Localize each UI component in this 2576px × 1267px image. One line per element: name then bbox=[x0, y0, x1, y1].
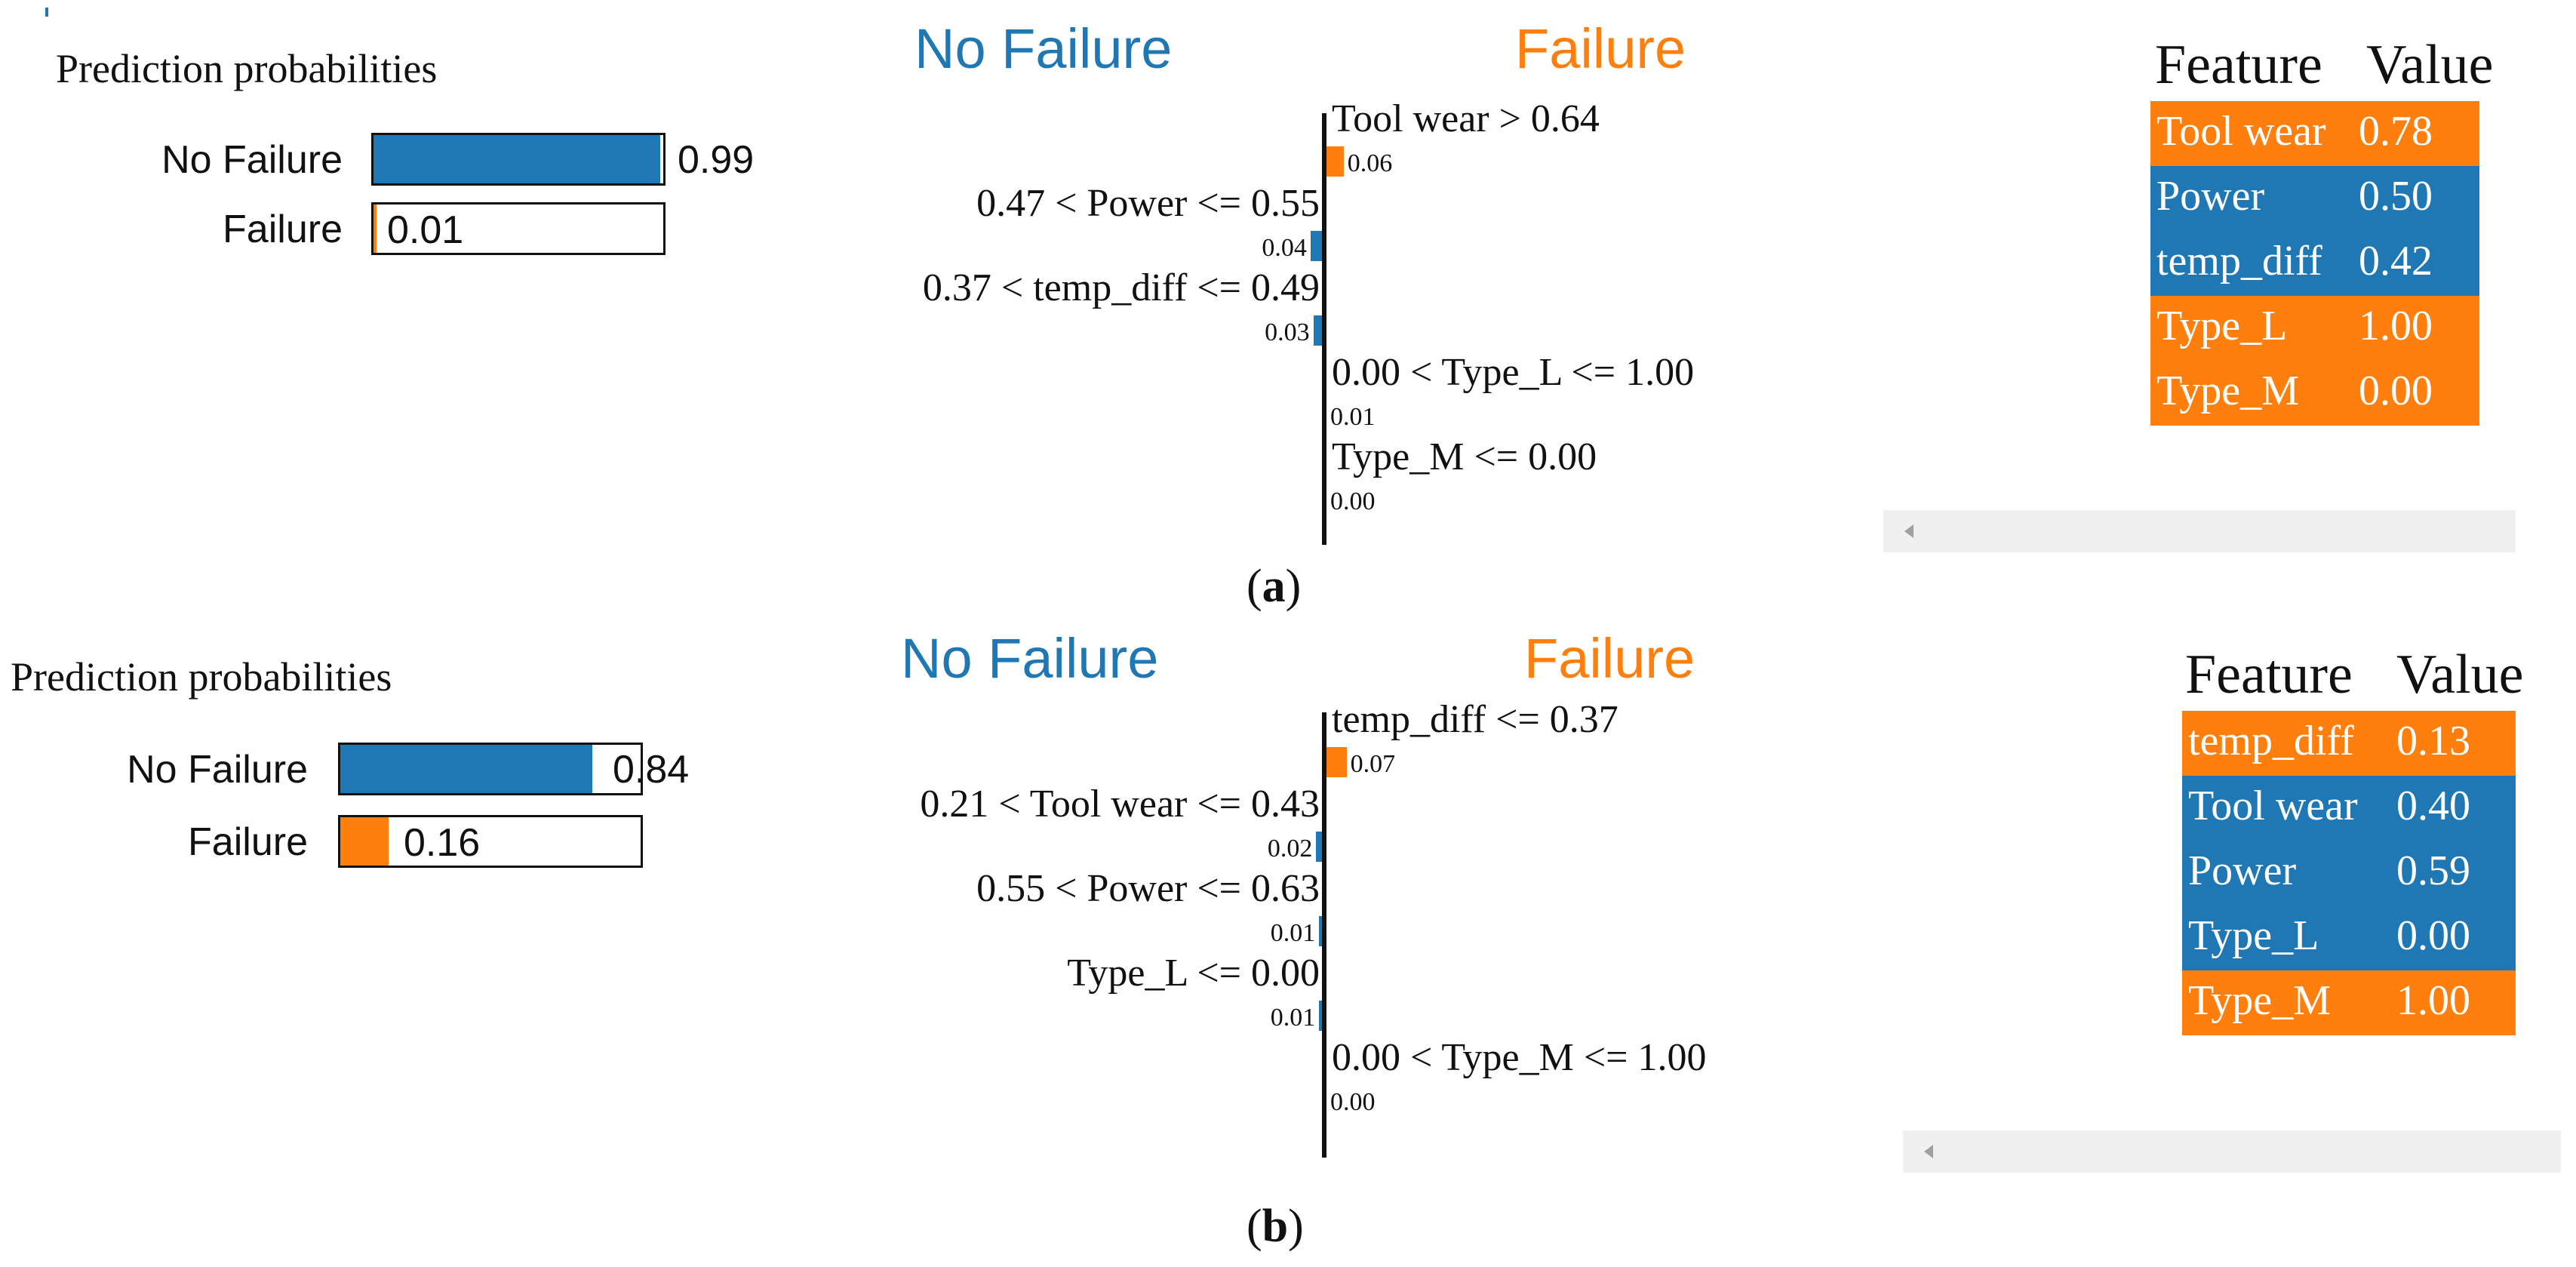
panel-caption-b-letter: b bbox=[1262, 1201, 1289, 1252]
feature-row: Power 0.50 bbox=[2150, 166, 2479, 231]
weight-value: 0.07 bbox=[1350, 750, 1396, 778]
weight-bar bbox=[1326, 747, 1347, 777]
feature-value: 0.50 bbox=[2359, 173, 2433, 220]
prob-bar-failure: 0.01 bbox=[371, 202, 666, 255]
prob-bar-no-failure-fill-b bbox=[340, 745, 593, 793]
feature-name: Power bbox=[2156, 173, 2265, 220]
feature-name: Type_L bbox=[2188, 912, 2319, 959]
explanation-axis-b bbox=[1322, 712, 1326, 1158]
weight-bar bbox=[1313, 315, 1322, 346]
weight-bar bbox=[1310, 231, 1322, 261]
condition-label: 0.47 < Power <= 0.55 bbox=[976, 182, 1320, 225]
weight-value: 0.03 bbox=[1265, 318, 1310, 346]
value-column-header-b: Value bbox=[2396, 644, 2524, 706]
feature-value: 0.40 bbox=[2396, 783, 2470, 829]
prob-label-failure: Failure bbox=[223, 208, 343, 251]
condition-label: Type_M <= 0.00 bbox=[1332, 435, 1597, 478]
feature-value: 0.78 bbox=[2359, 108, 2433, 155]
feature-row: Power 0.59 bbox=[2182, 841, 2516, 906]
feature-name: Tool wear bbox=[2156, 108, 2326, 155]
feature-column-header-b: Feature bbox=[2185, 644, 2353, 706]
prob-bar-no-failure bbox=[371, 133, 666, 186]
prob-bar-failure-fill bbox=[373, 205, 377, 253]
feature-name: temp_diff bbox=[2188, 718, 2354, 764]
panel-caption-b: (b) bbox=[1247, 1201, 1304, 1252]
table-horizontal-scrollbar-b[interactable] bbox=[1903, 1130, 2561, 1173]
class-header-no-failure-b: No Failure bbox=[901, 627, 1159, 690]
feature-row: Type_M 0.00 bbox=[2150, 361, 2479, 426]
prob-value-no-failure: 0.99 bbox=[678, 138, 755, 182]
weight-bar bbox=[1319, 1001, 1322, 1031]
table-horizontal-scrollbar[interactable] bbox=[1883, 510, 2516, 552]
condition-label: 0.55 < Power <= 0.63 bbox=[976, 867, 1320, 910]
prob-bar-failure-fill-b bbox=[340, 817, 389, 866]
feature-name: Type_M bbox=[2156, 367, 2299, 414]
prob-bar-no-failure-fill bbox=[373, 135, 661, 183]
prob-value-failure-b: 0.16 bbox=[404, 821, 481, 865]
panel-caption-a: (a) bbox=[1247, 561, 1302, 612]
class-header-failure-b: Failure bbox=[1524, 627, 1695, 690]
weight-value: 0.00 bbox=[1330, 1088, 1376, 1116]
feature-name: Type_M bbox=[2188, 977, 2331, 1024]
feature-row: Type_L 0.00 bbox=[2182, 906, 2516, 970]
prob-value-failure: 0.01 bbox=[387, 208, 464, 252]
scroll-left-arrow-icon[interactable] bbox=[1904, 524, 1914, 538]
panel-caption-a-letter: a bbox=[1262, 561, 1286, 612]
weight-bar bbox=[1319, 916, 1322, 946]
prediction-probabilities-title-b: Prediction probabilities bbox=[11, 654, 392, 700]
feature-row: Type_L 1.00 bbox=[2150, 296, 2479, 361]
feature-value: 0.59 bbox=[2396, 847, 2470, 894]
value-column-header: Value bbox=[2366, 34, 2494, 96]
feature-value: 0.00 bbox=[2396, 912, 2470, 959]
weight-bar bbox=[1326, 146, 1344, 177]
class-header-failure: Failure bbox=[1515, 17, 1686, 80]
feature-name: Power bbox=[2188, 847, 2297, 894]
feature-row: Tool wear 0.78 bbox=[2150, 101, 2479, 166]
feature-name: Tool wear bbox=[2188, 783, 2358, 829]
weight-value: 0.01 bbox=[1330, 403, 1376, 431]
prob-value-no-failure-b: 0.84 bbox=[613, 748, 690, 792]
weight-value: 0.06 bbox=[1347, 149, 1393, 177]
prob-label-no-failure: No Failure bbox=[161, 138, 343, 182]
condition-label: Tool wear > 0.64 bbox=[1332, 97, 1600, 140]
weight-value: 0.01 bbox=[1270, 919, 1316, 947]
feature-row: temp_diff 0.42 bbox=[2150, 231, 2479, 296]
condition-label: 0.00 < Type_M <= 1.00 bbox=[1332, 1036, 1707, 1079]
feature-row: temp_diff 0.13 bbox=[2182, 711, 2516, 776]
prob-label-no-failure-b: No Failure bbox=[127, 748, 308, 792]
feature-row: Type_M 1.00 bbox=[2182, 970, 2516, 1035]
feature-column-header: Feature bbox=[2155, 34, 2322, 96]
feature-value: 1.00 bbox=[2396, 977, 2470, 1024]
feature-name: temp_diff bbox=[2156, 238, 2322, 284]
condition-label: Type_L <= 0.00 bbox=[1067, 952, 1320, 995]
weight-value: 0.02 bbox=[1267, 835, 1313, 863]
prob-bar-no-failure-b bbox=[338, 743, 643, 795]
feature-value: 0.00 bbox=[2359, 367, 2433, 414]
weight-value: 0.00 bbox=[1330, 487, 1376, 515]
feature-value: 1.00 bbox=[2359, 303, 2433, 349]
condition-label: temp_diff <= 0.37 bbox=[1332, 698, 1618, 741]
prob-bar-failure-b: 0.16 bbox=[338, 815, 643, 868]
panel-a: Prediction probabilities No Failure 0.99… bbox=[0, 0, 2576, 612]
prob-label-failure-b: Failure bbox=[188, 820, 308, 864]
explanation-axis bbox=[1322, 113, 1326, 545]
condition-label: 0.21 < Tool wear <= 0.43 bbox=[920, 783, 1320, 826]
scroll-left-arrow-icon-b[interactable] bbox=[1924, 1145, 1933, 1158]
prediction-probabilities-title: Prediction probabilities bbox=[56, 46, 438, 91]
class-header-no-failure: No Failure bbox=[915, 17, 1173, 80]
feature-value: 0.13 bbox=[2396, 718, 2470, 764]
weight-value: 0.01 bbox=[1270, 1004, 1316, 1032]
feature-row: Tool wear 0.40 bbox=[2182, 776, 2516, 841]
weight-bar bbox=[1316, 832, 1322, 862]
condition-label: 0.37 < temp_diff <= 0.49 bbox=[922, 266, 1320, 309]
weight-value: 0.04 bbox=[1262, 234, 1307, 262]
condition-label: 0.00 < Type_L <= 1.00 bbox=[1332, 351, 1695, 394]
panel-b: Prediction probabilities No Failure 0.84… bbox=[0, 610, 2576, 1252]
corner-tick-mark bbox=[45, 8, 48, 17]
feature-value: 0.42 bbox=[2359, 238, 2433, 284]
feature-name: Type_L bbox=[2156, 303, 2288, 349]
